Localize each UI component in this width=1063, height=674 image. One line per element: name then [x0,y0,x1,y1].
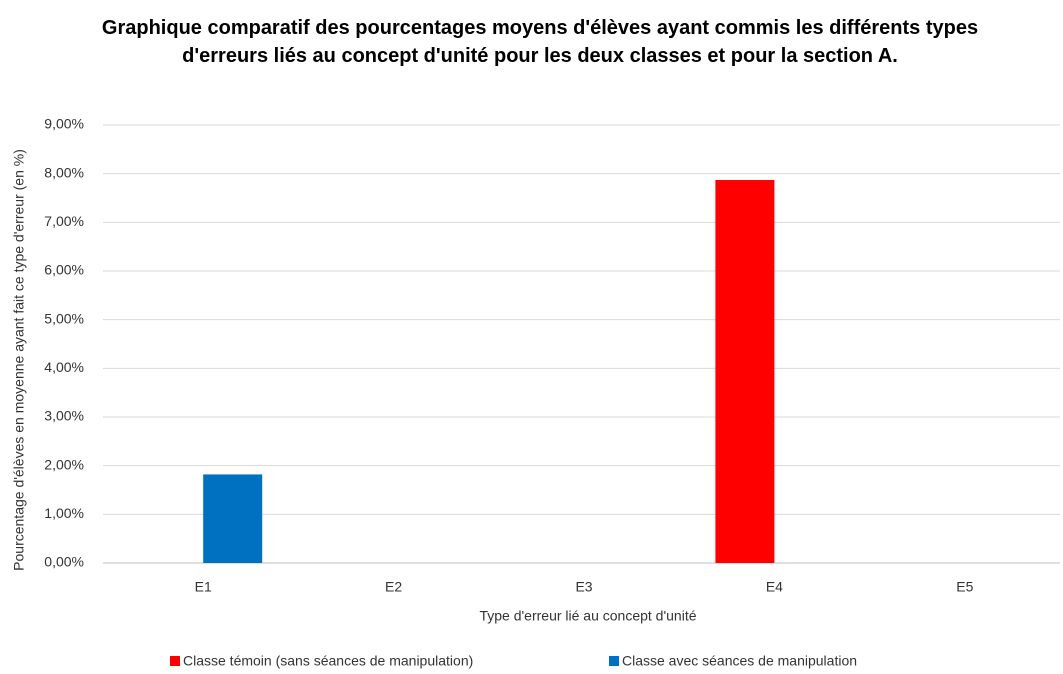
y-tick-label: 5,00% [44,310,84,326]
y-tick-label: 4,00% [44,359,84,375]
bar [715,179,775,563]
legend-label: Classe témoin (sans séances de manipulat… [183,653,473,669]
x-tick-label: E2 [385,579,402,595]
y-tick-label: 2,00% [44,456,84,472]
bar [203,474,263,563]
y-tick-label: 1,00% [44,505,84,521]
y-tick-label: 8,00% [44,164,84,180]
y-tick-label: 0,00% [44,554,84,570]
x-tick-label: E3 [575,579,592,595]
y-tick-label: 9,00% [44,116,84,132]
chart-title: Graphique comparatif des pourcentages mo… [101,17,979,67]
y-tick-label: 7,00% [44,213,84,229]
legend-swatch [609,656,619,666]
legend-label: Classe avec séances de manipulation [622,653,857,669]
x-tick-label: E5 [956,579,973,595]
legend-swatch [170,656,180,666]
y-axis-title: Pourcentage d'élèves en moyenne ayant fa… [11,149,27,571]
y-tick-label: 6,00% [44,262,84,278]
x-tick-label: E4 [766,579,783,595]
y-tick-label: 3,00% [44,408,84,424]
x-axis-title: Type d'erreur lié au concept d'unité [479,608,696,624]
x-tick-label: E1 [195,579,212,595]
